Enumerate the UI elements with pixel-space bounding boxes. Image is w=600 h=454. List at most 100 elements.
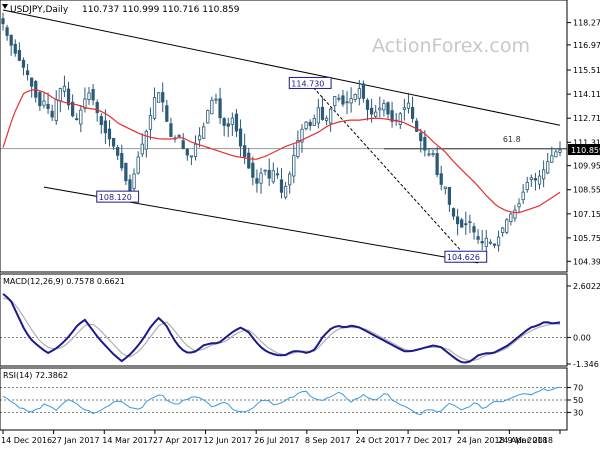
candle-body [42,100,46,106]
candle-body [288,173,292,186]
macd-title: MACD(12,26,9) 0.7578 0.6621 [3,277,125,286]
candle-body [337,97,341,100]
candle-body [177,135,181,137]
candle-body [435,153,439,176]
candle-body [308,121,312,126]
time-tick-label: 9 Mar 2018 [507,436,553,445]
candle-body [333,96,337,107]
candle-body [349,98,353,104]
symbol-title: USDJPY,Daily [10,5,69,15]
candle-body [410,106,415,119]
candle-body [415,120,419,132]
candle-body [541,169,546,180]
candle-body [419,132,423,142]
candle-body [320,106,325,120]
candle-body [21,59,26,68]
rsi-line [2,386,561,416]
candle-body [136,156,140,174]
candle-body [62,85,67,92]
macd-line [2,293,561,364]
price-tick-label: 111.310 [573,138,600,147]
price-axis: 118.270 116.970 115.510 114.110 112.710 111.3… [567,19,600,266]
time-tick-label: 27 Jan 2017 [52,436,100,445]
price-tick-label: 114.110 [573,90,600,99]
candle-body [480,241,484,244]
rsi-panel: RSI(14) 72.3862 70 50 30 [0,367,583,431]
candle-body [58,88,62,102]
time-tick-label: 14 Mar 2017 [102,436,153,445]
price-tick-label: 115.510 [573,66,600,75]
candle-body [185,148,189,156]
candle-body [50,110,54,118]
candle-body [484,237,488,247]
candle-body [509,213,513,222]
candle-body [161,92,165,103]
candle-body [218,98,222,119]
collapse-triangle-icon[interactable] [2,4,8,9]
rsi-tick-label: 30 [573,408,583,417]
candle-body [406,102,411,109]
candle-body [431,153,435,156]
candle-body [238,128,243,147]
candle-body [455,216,460,225]
rsi-title: RSI(14) 72.3862 [3,371,68,380]
candle-body [537,175,542,185]
price-label-text: 114.730 [291,79,324,88]
candle-body [304,121,308,129]
candle-body [230,117,234,125]
candle-body [157,92,161,103]
candle-body [148,115,153,130]
candle-body [165,105,169,122]
candle-body [558,149,562,153]
candle-body [13,43,17,54]
candle-body [423,137,427,151]
candle-body [214,98,218,101]
candle-body [226,123,230,127]
fib-trend-line [309,83,467,257]
candle-body [533,178,538,181]
time-tick-label: 14 Dec 2016 [1,436,52,445]
candle-body [505,219,509,233]
candle-body [292,155,296,177]
candle-body [25,70,30,76]
candle-body [525,182,529,191]
candle-body [279,179,284,193]
candle-body [402,107,406,110]
candle-body [9,34,13,46]
candle-body [83,98,87,109]
candle-body [259,172,263,184]
candle-body [206,110,210,124]
time-tick-label: 12 Jun 2017 [204,436,252,445]
candle-body [103,120,108,134]
candle-body [152,97,157,119]
rsi-axis: 70 50 30 [0,384,583,417]
candle-body [247,152,251,169]
candle-body [66,88,71,106]
price-label-box [288,76,332,89]
candle-body [386,102,390,115]
rsi-tick-label: 50 [573,396,583,405]
last-price-label: 110.859 [571,146,600,155]
price-annotations: 114.730 108.120 104.626 61.8 [96,76,521,263]
macd-tick-label: 0.00 [573,333,591,342]
candle-body [222,118,226,126]
time-tick-label: 8 Sep 2017 [305,436,351,445]
candle-body [529,177,533,181]
candle-body [554,151,558,158]
candle-body [91,89,95,101]
macd-tick-label: 2.6022 [573,282,600,291]
candle-body [468,221,472,224]
candle-body [189,155,194,158]
candle-body [107,128,112,140]
candle-body [443,186,447,189]
candle-body [496,236,501,246]
time-tick-label: 27 Apr 2017 [153,436,202,445]
candle-body [464,223,468,226]
candle-body [251,162,255,178]
rsi-tick-label: 70 [573,384,583,393]
candle-body [71,101,75,117]
candle-body [488,241,492,244]
candle-body [300,128,304,143]
candle-body [374,111,378,117]
